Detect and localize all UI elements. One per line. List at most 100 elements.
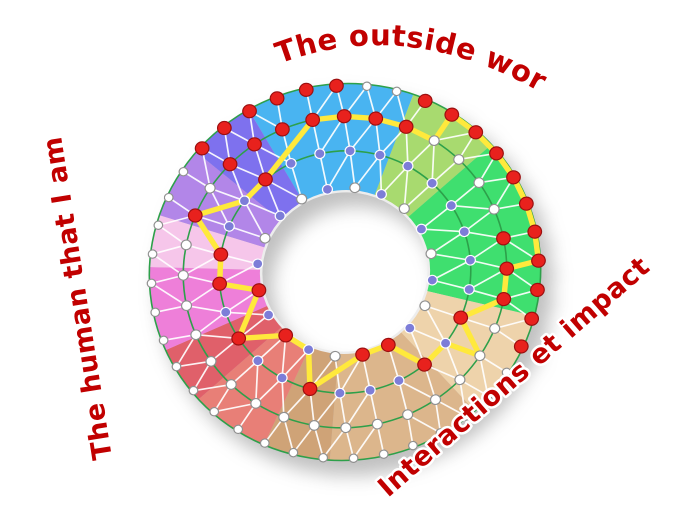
node[interactable] xyxy=(458,226,470,238)
selected-node[interactable] xyxy=(380,337,396,353)
sector-pale-pink[interactable] xyxy=(139,195,269,292)
node[interactable] xyxy=(276,372,288,384)
node[interactable] xyxy=(180,300,193,312)
node[interactable] xyxy=(501,367,512,378)
node[interactable] xyxy=(188,385,199,396)
selected-node[interactable] xyxy=(216,120,232,136)
selected-node[interactable] xyxy=(417,93,433,109)
selected-node[interactable] xyxy=(499,261,515,277)
selected-node[interactable] xyxy=(336,108,352,124)
node[interactable] xyxy=(314,148,326,160)
node[interactable] xyxy=(180,239,192,251)
selected-node[interactable] xyxy=(274,122,290,138)
node[interactable] xyxy=(171,361,182,372)
selected-node[interactable] xyxy=(298,82,314,98)
node[interactable] xyxy=(402,160,414,172)
node[interactable] xyxy=(378,449,389,459)
node[interactable] xyxy=(285,158,297,169)
node[interactable] xyxy=(426,177,438,189)
node[interactable] xyxy=(204,182,216,194)
selected-node[interactable] xyxy=(251,282,267,298)
node[interactable] xyxy=(262,309,275,321)
selected-node[interactable] xyxy=(518,196,534,212)
node[interactable] xyxy=(489,323,501,334)
selected-node[interactable] xyxy=(231,331,247,347)
selected-node[interactable] xyxy=(257,172,273,188)
node[interactable] xyxy=(435,428,446,438)
node[interactable] xyxy=(393,375,405,386)
node[interactable] xyxy=(482,390,493,401)
selected-node[interactable] xyxy=(488,146,504,162)
node[interactable] xyxy=(415,223,428,235)
selected-node[interactable] xyxy=(529,282,545,298)
node[interactable] xyxy=(274,210,286,222)
selected-node[interactable] xyxy=(530,253,546,269)
node[interactable] xyxy=(371,418,383,430)
selected-node[interactable] xyxy=(212,276,228,292)
node[interactable] xyxy=(252,258,264,270)
node[interactable] xyxy=(238,195,251,207)
node[interactable] xyxy=(340,422,352,434)
node[interactable] xyxy=(344,145,356,157)
node[interactable] xyxy=(408,440,418,451)
node[interactable] xyxy=(428,135,440,147)
node[interactable] xyxy=(153,220,164,230)
selected-node[interactable] xyxy=(527,224,543,240)
selected-node[interactable] xyxy=(302,381,318,397)
node[interactable] xyxy=(460,411,471,421)
node[interactable] xyxy=(233,424,244,435)
selected-node[interactable] xyxy=(222,156,238,172)
selected-node[interactable] xyxy=(278,328,294,344)
node[interactable] xyxy=(398,203,410,215)
selected-node[interactable] xyxy=(194,141,210,157)
node[interactable] xyxy=(223,220,235,232)
node[interactable] xyxy=(146,278,157,289)
node[interactable] xyxy=(464,254,476,266)
selected-node[interactable] xyxy=(368,111,384,127)
node[interactable] xyxy=(361,81,372,91)
selected-node[interactable] xyxy=(398,119,414,135)
node[interactable] xyxy=(259,438,270,448)
node[interactable] xyxy=(178,166,189,177)
node[interactable] xyxy=(439,337,452,349)
selected-node[interactable] xyxy=(495,231,511,247)
node[interactable] xyxy=(375,189,387,200)
node[interactable] xyxy=(147,249,158,259)
node[interactable] xyxy=(205,355,217,367)
node[interactable] xyxy=(454,374,466,386)
selected-node[interactable] xyxy=(328,78,344,94)
node[interactable] xyxy=(334,387,346,399)
node[interactable] xyxy=(474,350,486,362)
selected-node[interactable] xyxy=(453,310,469,326)
selected-node[interactable] xyxy=(242,103,258,119)
node[interactable] xyxy=(252,355,264,367)
node[interactable] xyxy=(463,284,475,295)
selected-node[interactable] xyxy=(496,291,512,307)
selected-node[interactable] xyxy=(513,339,529,355)
node[interactable] xyxy=(150,307,161,318)
node[interactable] xyxy=(348,453,359,463)
selected-node[interactable] xyxy=(505,170,521,186)
selected-node[interactable] xyxy=(444,107,460,123)
node[interactable] xyxy=(429,394,442,406)
selected-node[interactable] xyxy=(417,357,433,373)
node[interactable] xyxy=(329,350,341,362)
selected-node[interactable] xyxy=(524,311,540,327)
node[interactable] xyxy=(308,420,320,431)
node[interactable] xyxy=(419,300,431,312)
node[interactable] xyxy=(220,306,232,318)
node[interactable] xyxy=(288,447,299,458)
selected-node[interactable] xyxy=(468,124,484,140)
selected-node[interactable] xyxy=(355,347,371,363)
node[interactable] xyxy=(163,192,174,203)
selected-node[interactable] xyxy=(187,208,203,224)
sector-red[interactable] xyxy=(161,304,293,404)
node[interactable] xyxy=(278,411,290,423)
node[interactable] xyxy=(296,193,308,205)
selected-node[interactable] xyxy=(305,112,321,128)
node[interactable] xyxy=(425,248,437,260)
sector-indigo[interactable] xyxy=(190,102,307,235)
sector-dark-tan[interactable] xyxy=(246,341,360,473)
sector-salmon[interactable] xyxy=(187,322,328,456)
node[interactable] xyxy=(488,203,500,215)
